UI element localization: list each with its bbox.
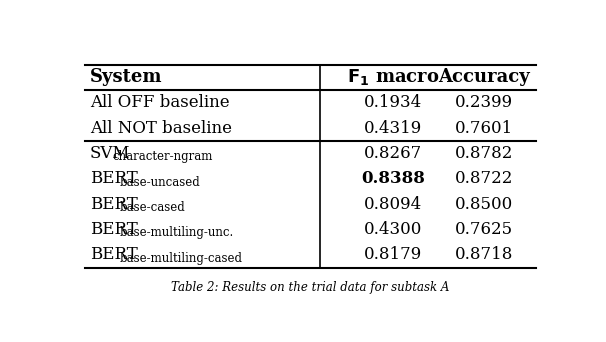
Text: 0.2399: 0.2399 (455, 94, 513, 111)
Text: 0.8718: 0.8718 (455, 246, 513, 263)
Text: 0.8267: 0.8267 (364, 145, 422, 162)
Text: SVM: SVM (90, 145, 130, 162)
Text: 0.8388: 0.8388 (361, 170, 425, 187)
Text: 0.4319: 0.4319 (364, 120, 422, 136)
Text: 0.8179: 0.8179 (364, 246, 422, 263)
Text: 0.8722: 0.8722 (455, 170, 513, 187)
Text: All OFF baseline: All OFF baseline (90, 94, 230, 111)
Text: 0.1934: 0.1934 (364, 94, 422, 111)
Text: BERT: BERT (90, 170, 138, 187)
Text: $\mathbf{F}_\mathbf{1}$ macro: $\mathbf{F}_\mathbf{1}$ macro (347, 67, 439, 88)
Text: base-multiling-unc.: base-multiling-unc. (119, 226, 233, 239)
Text: 0.8782: 0.8782 (455, 145, 513, 162)
Text: 0.7625: 0.7625 (455, 221, 513, 238)
Text: 0.8094: 0.8094 (364, 196, 422, 213)
Text: 0.4300: 0.4300 (364, 221, 422, 238)
Text: 0.7601: 0.7601 (455, 120, 513, 136)
Text: base-multiling-cased: base-multiling-cased (119, 252, 242, 265)
Text: base-uncased: base-uncased (119, 175, 200, 188)
Text: 0.8500: 0.8500 (455, 196, 513, 213)
Text: Table 2: Results on the trial data for subtask A: Table 2: Results on the trial data for s… (171, 281, 450, 294)
Text: Accuracy: Accuracy (439, 68, 530, 87)
Text: base-cased: base-cased (119, 201, 185, 214)
Text: System: System (90, 68, 162, 87)
Text: All NOT baseline: All NOT baseline (90, 120, 232, 136)
Text: BERT: BERT (90, 246, 138, 263)
Text: BERT: BERT (90, 221, 138, 238)
Text: BERT: BERT (90, 196, 138, 213)
Text: character-ngram: character-ngram (112, 150, 212, 163)
